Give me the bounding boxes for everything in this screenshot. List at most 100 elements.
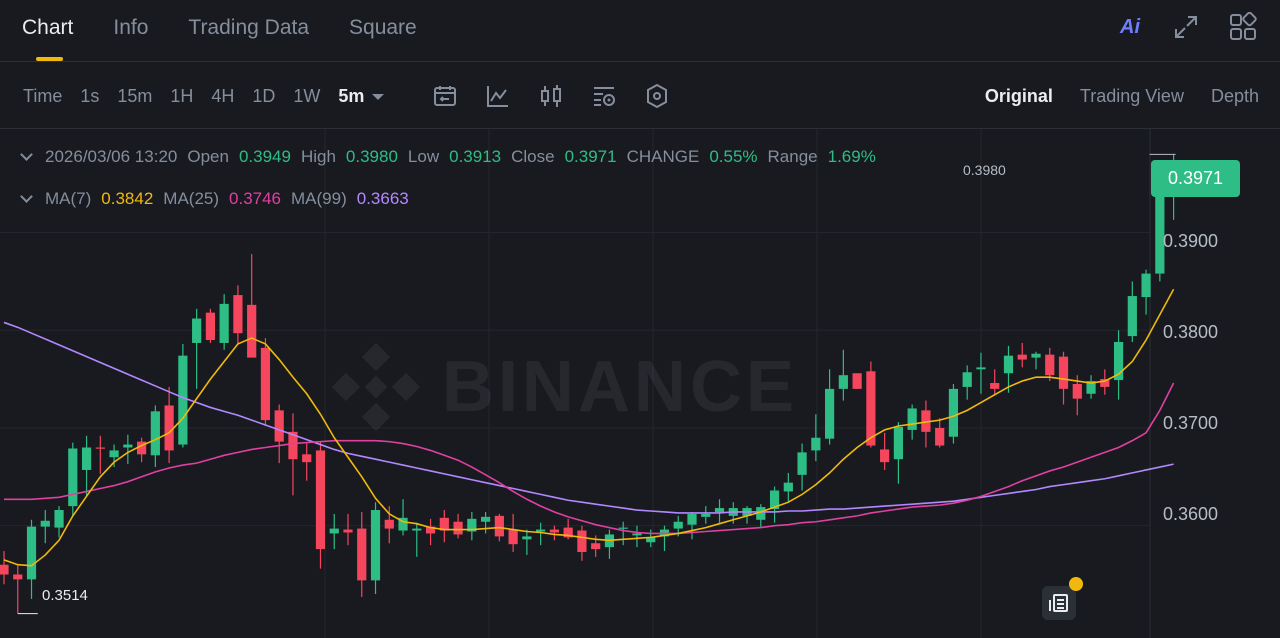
- notification-dot: [1069, 577, 1083, 591]
- candle-body: [40, 520, 50, 527]
- candlestick-chart[interactable]: [0, 129, 1280, 638]
- candle-body: [164, 405, 174, 451]
- candle-body: [838, 375, 848, 389]
- candle-body: [13, 574, 23, 580]
- interval-time[interactable]: Time: [23, 85, 63, 106]
- chart-area[interactable]: BINANCE 2026/03/06 13:20 Open 0.3949 Hig…: [0, 129, 1280, 638]
- chevron-down-icon[interactable]: [20, 148, 33, 161]
- candle-type-icon[interactable]: [538, 83, 564, 109]
- candle-body: [701, 513, 711, 517]
- candle-body: [618, 527, 628, 529]
- low-marker-label: 0.3514: [42, 587, 88, 604]
- candle-body: [508, 529, 518, 545]
- candle-body: [54, 510, 64, 528]
- watermark-text: BINANCE: [442, 347, 799, 427]
- candle-body: [178, 355, 188, 445]
- indicator-icon[interactable]: [485, 83, 511, 109]
- candle-body: [522, 536, 532, 540]
- candle-body: [370, 510, 381, 581]
- ma7-line: [3, 288, 1175, 567]
- candle-body: [494, 515, 504, 537]
- candle-body: [1017, 354, 1027, 360]
- tab-info[interactable]: Info: [113, 16, 149, 39]
- candle-body: [577, 530, 587, 553]
- candle-body: [1003, 355, 1014, 374]
- range-value: 1.69%: [827, 147, 876, 166]
- candle-body: [1113, 341, 1124, 381]
- candle-body: [398, 517, 408, 531]
- candle-body: [357, 528, 367, 581]
- ma99-label: MA(99): [291, 189, 347, 208]
- candle-body: [893, 426, 903, 460]
- candle-body: [81, 447, 92, 470]
- tab-square[interactable]: Square: [349, 16, 417, 39]
- candle-body: [591, 543, 601, 550]
- interval-1d[interactable]: 1D: [252, 85, 276, 106]
- interval-dropdown[interactable]: 5m: [338, 86, 385, 107]
- candle-body: [1031, 353, 1041, 358]
- candle-body: [811, 437, 821, 451]
- main-tabs: Chart Info Trading Data Square: [22, 0, 417, 62]
- order-book-button[interactable]: [1042, 586, 1076, 620]
- candle-body: [467, 518, 477, 532]
- candle-body: [233, 295, 243, 334]
- chart-toolbar: Time 1s 15m 1H 4H 1D 1W 5m Or: [0, 63, 1280, 129]
- calendar-icon[interactable]: [432, 83, 458, 109]
- settings-icon[interactable]: [591, 83, 617, 109]
- interval-1s[interactable]: 1s: [80, 85, 100, 106]
- view-depth[interactable]: Depth: [1210, 85, 1259, 106]
- candle-body: [797, 452, 807, 475]
- ma99-value: 0.3663: [356, 189, 409, 208]
- candle-body: [825, 388, 835, 439]
- candle-body: [425, 526, 436, 534]
- candle-body: [137, 441, 147, 455]
- candle-body: [439, 517, 449, 531]
- candle-body: [0, 564, 9, 575]
- candle-body: [1045, 354, 1055, 376]
- open-value: 0.3949: [238, 147, 291, 166]
- y-axis-label: 0.3800: [1163, 322, 1219, 342]
- candle-body: [756, 507, 766, 520]
- chevron-down-icon[interactable]: [20, 190, 33, 203]
- shield-icon[interactable]: [644, 83, 670, 109]
- binance-watermark: BINANCE: [328, 339, 798, 435]
- interval-1h[interactable]: 1H: [170, 85, 194, 106]
- interval-15m[interactable]: 15m: [117, 85, 153, 106]
- candle-body: [948, 388, 959, 437]
- candle-body: [68, 448, 78, 507]
- candle-body: [1058, 356, 1069, 389]
- y-axis-label: 0.3600: [1163, 504, 1219, 524]
- candle-body: [192, 318, 202, 343]
- view-original[interactable]: Original: [984, 85, 1053, 106]
- candle-body: [26, 526, 37, 580]
- close-label: Close: [511, 147, 555, 166]
- candle-body: [95, 447, 105, 449]
- top-icons: Ai: [1116, 12, 1258, 42]
- candle-body: [935, 427, 945, 446]
- view-selector: Original Trading View Depth: [985, 63, 1259, 129]
- interval-4h[interactable]: 4H: [211, 85, 235, 106]
- apps-grid-icon[interactable]: [1228, 12, 1258, 42]
- change-label: CHANGE: [626, 147, 700, 166]
- candle-body: [563, 527, 573, 538]
- candle-body: [1155, 184, 1165, 274]
- candle-body: [343, 529, 353, 533]
- expand-icon[interactable]: [1172, 13, 1200, 41]
- candle-body: [673, 521, 683, 529]
- tab-trading-data[interactable]: Trading Data: [188, 16, 310, 39]
- y-axis-label: 0.3700: [1163, 413, 1219, 433]
- ohlc-info: 2026/03/06 13:20 Open 0.3949 High 0.3980…: [20, 147, 876, 167]
- tab-chart[interactable]: Chart: [22, 0, 73, 62]
- candle-body: [783, 482, 793, 492]
- view-trading-view[interactable]: Trading View: [1079, 85, 1184, 106]
- interval-1w[interactable]: 1W: [293, 85, 321, 106]
- ma25-value: 0.3746: [229, 189, 282, 208]
- ai-icon[interactable]: Ai: [1120, 15, 1140, 38]
- candle-body: [1127, 296, 1137, 337]
- candle-body: [481, 516, 491, 522]
- candle-body: [1100, 379, 1110, 387]
- candle-body: [990, 383, 1000, 389]
- low-label: Low: [407, 147, 440, 166]
- top-bar: Chart Info Trading Data Square Ai: [0, 0, 1280, 62]
- high-marker-label: 0.3980: [963, 162, 1006, 178]
